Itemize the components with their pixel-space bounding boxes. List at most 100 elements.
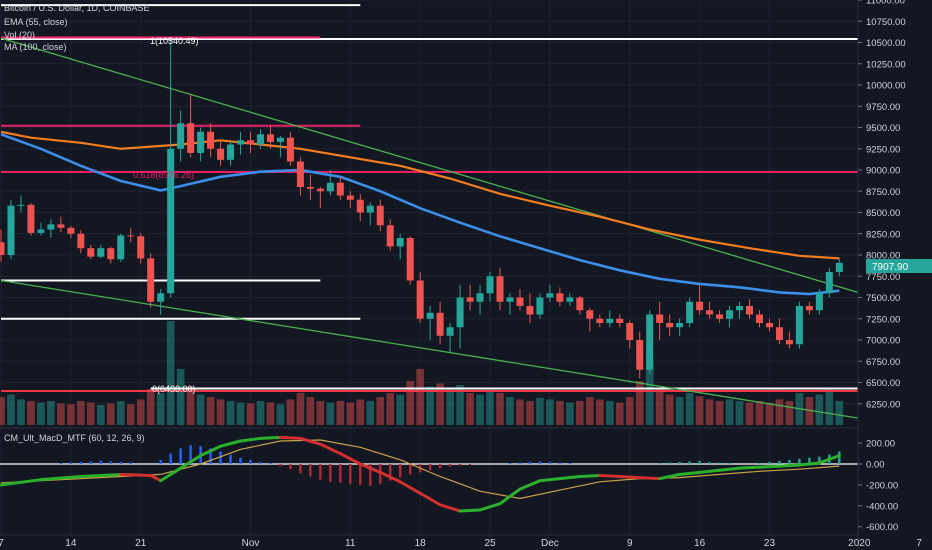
macd-line-segment bbox=[538, 477, 562, 483]
macd-histogram-bar bbox=[189, 445, 192, 464]
volume-bar bbox=[37, 402, 45, 425]
macd-histogram-bar bbox=[728, 462, 731, 464]
last-price-value: 7907.90 bbox=[872, 262, 909, 273]
candle-body bbox=[237, 140, 245, 145]
macd-histogram-bar bbox=[448, 464, 452, 467]
candle-body bbox=[17, 204, 25, 206]
candle-body bbox=[386, 225, 394, 247]
candle-body bbox=[686, 301, 694, 323]
macd-histogram-bar bbox=[668, 462, 671, 464]
macd-pane bbox=[0, 435, 858, 513]
price-tick-label: 7000.00 bbox=[866, 336, 900, 347]
candle-body bbox=[37, 229, 45, 233]
legend-ema[interactable]: EMA (55, close) bbox=[4, 17, 68, 27]
macd-histogram-bar bbox=[99, 460, 102, 464]
volume-bar bbox=[156, 393, 165, 425]
macd-histogram-bar bbox=[688, 461, 691, 464]
candle-body bbox=[456, 297, 464, 328]
candle-body bbox=[466, 297, 474, 302]
volume-bar bbox=[306, 397, 315, 425]
macd-histogram-bar bbox=[159, 459, 162, 464]
volume-bar bbox=[586, 397, 594, 425]
candle-body bbox=[606, 318, 614, 323]
price-tick-label: 10500.00 bbox=[866, 38, 906, 49]
volume-bar bbox=[386, 393, 395, 425]
last-price-badge bbox=[866, 259, 932, 273]
volume-bar bbox=[396, 394, 404, 425]
candle-body bbox=[276, 137, 284, 142]
time-tick-label: Dec bbox=[541, 538, 559, 549]
macd-line-segment bbox=[298, 436, 322, 446]
trend-line bbox=[0, 37, 870, 297]
volume-bar bbox=[785, 401, 794, 425]
candle-body bbox=[67, 227, 75, 234]
price-tick-label: 7750.00 bbox=[866, 272, 900, 283]
volume-bar bbox=[87, 402, 95, 425]
macd-histogram-bar bbox=[508, 462, 512, 464]
candle-body bbox=[197, 131, 205, 153]
price-tick-label: 6750.00 bbox=[866, 357, 900, 368]
time-tick-label: 25 bbox=[484, 538, 496, 549]
macd-histogram-bar bbox=[538, 461, 542, 464]
macd-line-segment bbox=[398, 480, 422, 495]
candle-body bbox=[676, 323, 684, 328]
time-tick-label: 7 bbox=[0, 538, 4, 549]
volume-bar bbox=[536, 397, 544, 425]
legend-volume[interactable]: Vol (20) bbox=[4, 30, 36, 40]
macd-histogram-bar bbox=[528, 461, 532, 464]
candle-body bbox=[0, 242, 5, 255]
volume-bar bbox=[106, 403, 115, 425]
candle-body bbox=[426, 312, 434, 319]
time-tick-label: 7 bbox=[916, 538, 922, 549]
volume-bar bbox=[615, 402, 624, 425]
macd-line-segment bbox=[498, 487, 522, 506]
candle-body bbox=[646, 314, 654, 370]
candle-body bbox=[316, 188, 324, 192]
macd-histogram-bar bbox=[119, 461, 122, 464]
legend-macd[interactable]: CM_Ult_MacD_MTF (60, 12, 26, 9) bbox=[4, 433, 145, 443]
macd-line-segment bbox=[558, 475, 582, 481]
macd-tick-label: -400.00 bbox=[866, 501, 898, 512]
macd-histogram-bar bbox=[319, 464, 322, 480]
macd-line-segment bbox=[797, 461, 821, 467]
volume-bar bbox=[77, 401, 85, 425]
volume-bar bbox=[456, 385, 464, 425]
macd-line-segment bbox=[219, 439, 243, 448]
price-axis-background bbox=[858, 0, 932, 550]
candle-body bbox=[27, 204, 35, 233]
time-tick-label: 9 bbox=[627, 538, 633, 549]
volume-bar bbox=[526, 401, 534, 425]
macd-histogram-bar bbox=[678, 461, 681, 464]
volume-bar bbox=[236, 402, 245, 425]
candle-body bbox=[596, 318, 604, 323]
price-tick-label: 8750.00 bbox=[866, 187, 900, 198]
volume-bar bbox=[496, 393, 504, 425]
macd-line-segment bbox=[378, 470, 402, 484]
time-tick-label: 2020 bbox=[848, 538, 871, 549]
candle-body bbox=[326, 182, 334, 192]
macd-line-segment bbox=[318, 442, 342, 456]
moving-averages bbox=[0, 130, 840, 296]
macd-line-segment bbox=[159, 466, 183, 483]
time-tick-label: 18 bbox=[415, 538, 427, 549]
macd-line-segment bbox=[757, 464, 781, 469]
candle-body bbox=[576, 297, 584, 311]
macd-histogram-bar bbox=[249, 459, 252, 464]
volume-bar bbox=[765, 402, 774, 425]
candle-body bbox=[87, 248, 95, 257]
candle-body bbox=[666, 323, 674, 328]
macd-histogram-bar bbox=[428, 464, 432, 471]
volume-bar bbox=[516, 399, 524, 425]
time-tick-label: Nov bbox=[242, 538, 260, 549]
legend-ma[interactable]: MA (100, close) bbox=[4, 42, 67, 52]
candle-body bbox=[746, 306, 753, 315]
volume-bar bbox=[695, 396, 704, 425]
volume-bar bbox=[426, 386, 434, 425]
volume-bar bbox=[146, 389, 155, 425]
candle-body bbox=[496, 276, 504, 302]
macd-line-segment bbox=[239, 436, 262, 443]
macd-histogram-bar bbox=[339, 464, 342, 483]
candle-body bbox=[296, 161, 304, 187]
